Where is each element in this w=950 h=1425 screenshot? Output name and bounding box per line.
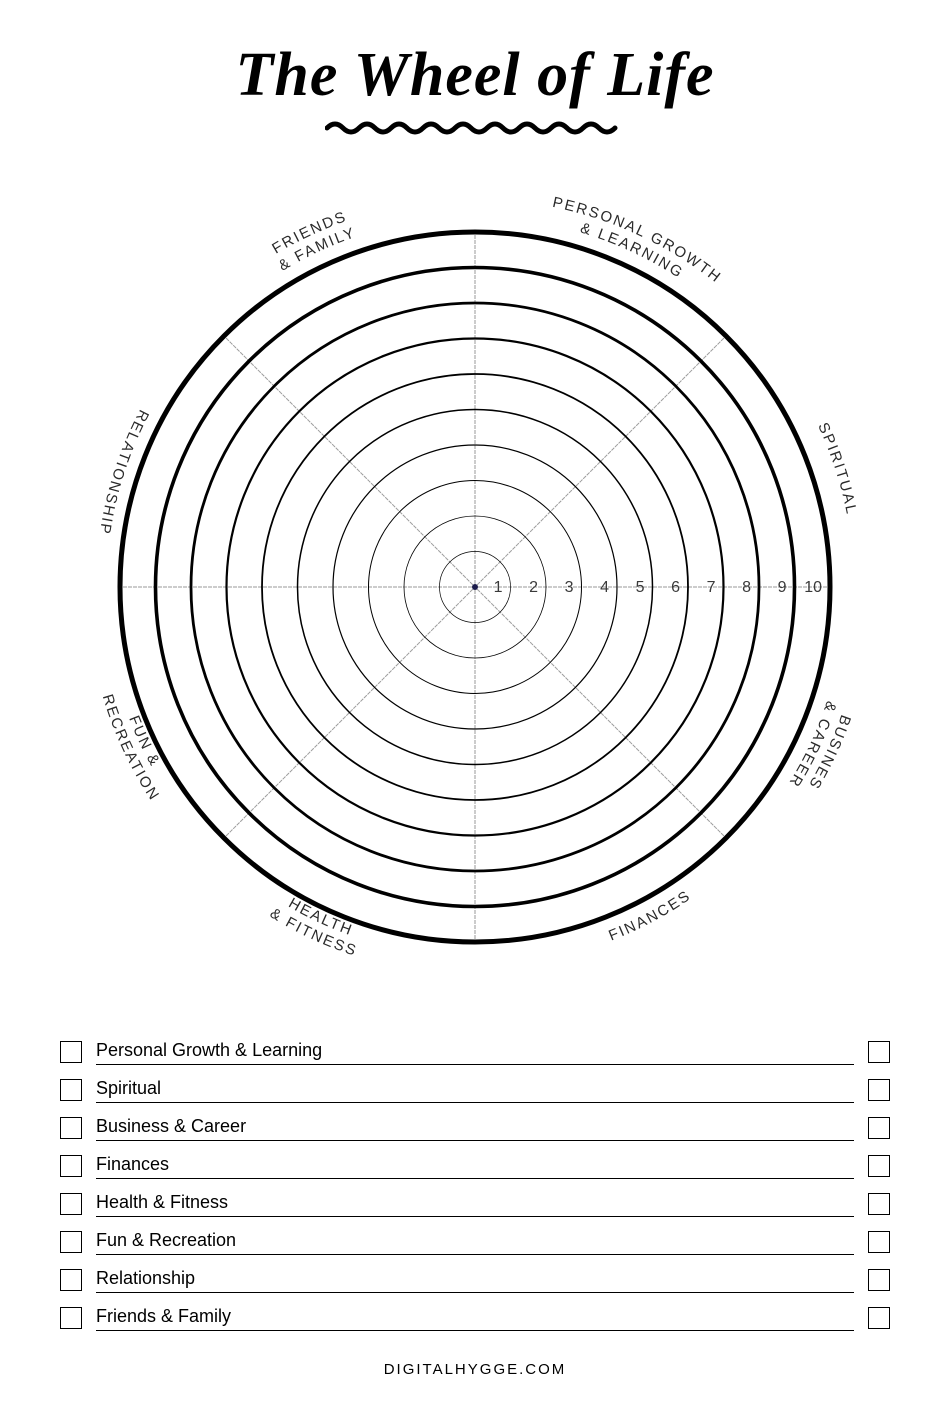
checkbox-left[interactable] bbox=[60, 1117, 82, 1139]
checkbox-left[interactable] bbox=[60, 1269, 82, 1291]
ring-number: 6 bbox=[671, 579, 680, 596]
ring-number: 1 bbox=[494, 579, 503, 596]
checkbox-right[interactable] bbox=[868, 1117, 890, 1139]
wavy-underline-icon bbox=[325, 119, 625, 137]
checklist-line: Relationship bbox=[96, 1265, 854, 1293]
ring-number: 8 bbox=[742, 579, 751, 596]
checkbox-left[interactable] bbox=[60, 1307, 82, 1329]
checklist-label: Spiritual bbox=[96, 1078, 161, 1099]
checklist-label: Personal Growth & Learning bbox=[96, 1040, 322, 1061]
checkbox-left[interactable] bbox=[60, 1231, 82, 1253]
checklist-label: Fun & Recreation bbox=[96, 1230, 236, 1251]
wheel-center-dot bbox=[472, 584, 478, 590]
checklist-label: Relationship bbox=[96, 1268, 195, 1289]
worksheet-page: The Wheel of Life 12345678910PERSONAL GR… bbox=[0, 0, 950, 1425]
checklist-row: Finances bbox=[60, 1151, 890, 1179]
wheel-svg: 12345678910PERSONAL GROWTH& LEARNINGSPIR… bbox=[65, 177, 885, 997]
checkbox-left[interactable] bbox=[60, 1079, 82, 1101]
checkbox-right[interactable] bbox=[868, 1155, 890, 1177]
checklist-label: Friends & Family bbox=[96, 1306, 231, 1327]
checkbox-left[interactable] bbox=[60, 1193, 82, 1215]
ring-number: 2 bbox=[529, 579, 538, 596]
ring-number: 3 bbox=[565, 579, 574, 596]
checkbox-right[interactable] bbox=[868, 1041, 890, 1063]
wheel-category-label: RELATIONSHIP bbox=[96, 407, 152, 537]
checklist: Personal Growth & Learning Spiritual Busin… bbox=[60, 1037, 890, 1331]
checkbox-left[interactable] bbox=[60, 1155, 82, 1177]
checklist-row: Personal Growth & Learning bbox=[60, 1037, 890, 1065]
checklist-label: Health & Fitness bbox=[96, 1192, 228, 1213]
checklist-row: Business & Career bbox=[60, 1113, 890, 1141]
ring-number: 7 bbox=[707, 579, 716, 596]
checkbox-right[interactable] bbox=[868, 1231, 890, 1253]
ring-number: 4 bbox=[600, 579, 609, 596]
checklist-row: Relationship bbox=[60, 1265, 890, 1293]
checklist-line: Personal Growth & Learning bbox=[96, 1037, 854, 1065]
checkbox-right[interactable] bbox=[868, 1307, 890, 1329]
checklist-line: Spiritual bbox=[96, 1075, 854, 1103]
checklist-line: Business & Career bbox=[96, 1113, 854, 1141]
checkbox-right[interactable] bbox=[868, 1269, 890, 1291]
ring-number: 5 bbox=[636, 579, 645, 596]
checklist-row: Fun & Recreation bbox=[60, 1227, 890, 1255]
checklist-label: Finances bbox=[96, 1154, 169, 1175]
checklist-row: Spiritual bbox=[60, 1075, 890, 1103]
checkbox-right[interactable] bbox=[868, 1079, 890, 1101]
checklist-line: Friends & Family bbox=[96, 1303, 854, 1331]
checkbox-left[interactable] bbox=[60, 1041, 82, 1063]
ring-number: 9 bbox=[778, 579, 787, 596]
checklist-line: Finances bbox=[96, 1151, 854, 1179]
checklist-row: Health & Fitness bbox=[60, 1189, 890, 1217]
ring-number: 10 bbox=[804, 579, 822, 596]
checkbox-right[interactable] bbox=[868, 1193, 890, 1215]
checklist-row: Friends & Family bbox=[60, 1303, 890, 1331]
checklist-line: Health & Fitness bbox=[96, 1189, 854, 1217]
footer-credit: DIGITALHYGGE.COM bbox=[384, 1361, 567, 1378]
page-title: The Wheel of Life bbox=[235, 40, 714, 111]
checklist-line: Fun & Recreation bbox=[96, 1227, 854, 1255]
checklist-label: Business & Career bbox=[96, 1116, 246, 1137]
wheel-of-life-diagram: 12345678910PERSONAL GROWTH& LEARNINGSPIR… bbox=[65, 177, 885, 997]
